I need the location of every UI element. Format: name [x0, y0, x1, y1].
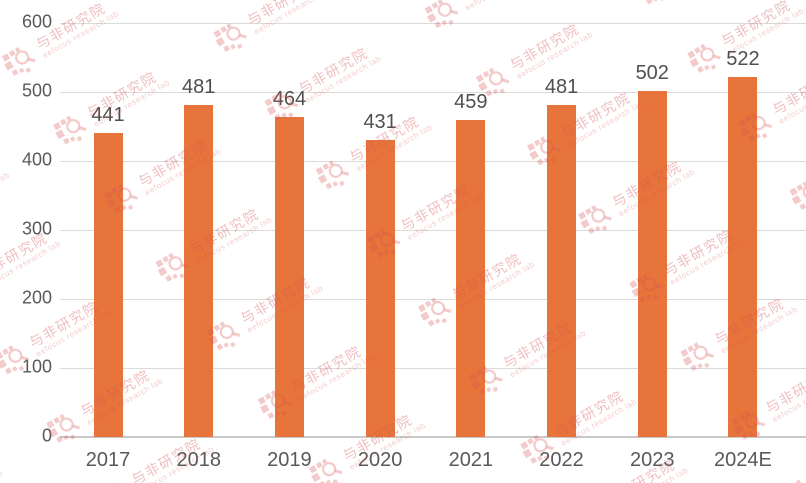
watermark-logo-icon — [1, 46, 36, 76]
watermark-logo-icon — [789, 479, 806, 483]
bar-value-label: 459 — [454, 91, 488, 114]
watermark-brand-cn: 与非研究院 — [507, 20, 583, 74]
bar-value-label: 464 — [272, 87, 307, 110]
x-tick-label: 2018 — [176, 449, 221, 471]
gridline — [60, 299, 806, 300]
watermark-brand-en: eefocus research lab — [566, 99, 646, 150]
bar-2021 — [456, 120, 486, 437]
bar-value-label: 441 — [91, 103, 125, 126]
watermark-brand-cn: 与非研究院 — [456, 0, 539, 5]
watermark-brand-en: eefocus research lab — [771, 373, 806, 425]
watermark-logo-icon — [680, 342, 715, 372]
watermark-logo-icon — [578, 205, 612, 234]
x-tick-label: 2017 — [85, 449, 131, 471]
watermark-logo-icon — [417, 297, 452, 327]
bar-value-label: 481 — [544, 76, 579, 99]
gridline — [60, 23, 806, 24]
bar-2022 — [547, 105, 577, 437]
x-tick-label: 2020 — [357, 449, 403, 471]
watermark-logo-icon — [308, 458, 343, 483]
y-tick-label: 100 — [21, 356, 52, 377]
watermark-logo-icon — [53, 115, 87, 145]
x-tick-label: 2024E — [714, 449, 772, 471]
bar-2024E — [728, 76, 758, 437]
x-tick-label: 2021 — [448, 449, 494, 471]
watermark-brand-cn: 与非研究院 — [244, 0, 320, 29]
bar-2023 — [637, 90, 667, 437]
watermark-brand-cn: 与非研究院 — [295, 44, 371, 98]
watermark-logo-icon — [424, 0, 459, 29]
x-tick-label: 2023 — [630, 449, 675, 471]
watermark-logo-icon — [110, 482, 116, 483]
y-tick-label: 200 — [21, 287, 52, 308]
watermark-brand-en: eefocus research lab — [0, 239, 63, 291]
gridline — [60, 230, 806, 231]
bar-value-label: 522 — [726, 47, 760, 70]
gridline — [60, 368, 806, 369]
y-tick-label: 500 — [21, 80, 52, 101]
x-tick-label: 2022 — [539, 449, 584, 471]
y-tick-label: 300 — [21, 218, 52, 239]
bar-value-label: 431 — [363, 110, 397, 133]
watermark-brand-en: eefocus research lab — [303, 54, 384, 106]
gridline — [60, 92, 806, 93]
bar-2018 — [184, 105, 214, 437]
watermark-brand-cn: 与非研究院 — [391, 476, 474, 483]
watermark-logo-icon — [315, 160, 350, 190]
bar-value-label: 502 — [635, 61, 669, 84]
watermark-brand-en: eefocus research lab — [464, 0, 543, 13]
y-tick-label: 0 — [41, 425, 52, 446]
bar-2019 — [274, 116, 304, 437]
bar-value-label: 481 — [182, 76, 216, 99]
watermark-brand-en: eefocus research lab — [297, 352, 377, 404]
watermark-logo-icon — [687, 43, 721, 73]
watermark-brand-cn: 与非研究院 — [769, 65, 806, 119]
watermark-brand-en: eefocus research lab — [41, 9, 121, 61]
gridline — [60, 161, 806, 162]
x-axis-line — [60, 436, 806, 438]
watermark-brand-en: eefocus research lab — [0, 469, 5, 483]
x-tick-label: 2019 — [267, 449, 312, 471]
y-tick-label: 400 — [21, 149, 52, 170]
watermark-brand-en: eefocus research lab — [0, 170, 12, 222]
watermark-brand-cn: 与非研究院 — [718, 0, 794, 50]
watermark-brand-en: eefocus research lab — [777, 75, 806, 127]
bar-2020 — [365, 139, 395, 437]
y-tick-label: 600 — [21, 11, 52, 32]
bar-2017 — [93, 132, 123, 437]
watermark-logo-icon — [645, 0, 666, 5]
watermark-brand-en: eefocus research lab — [252, 0, 332, 37]
watermark-logo-icon — [789, 181, 806, 211]
watermark-brand-en: eefocus research lab — [515, 30, 595, 82]
